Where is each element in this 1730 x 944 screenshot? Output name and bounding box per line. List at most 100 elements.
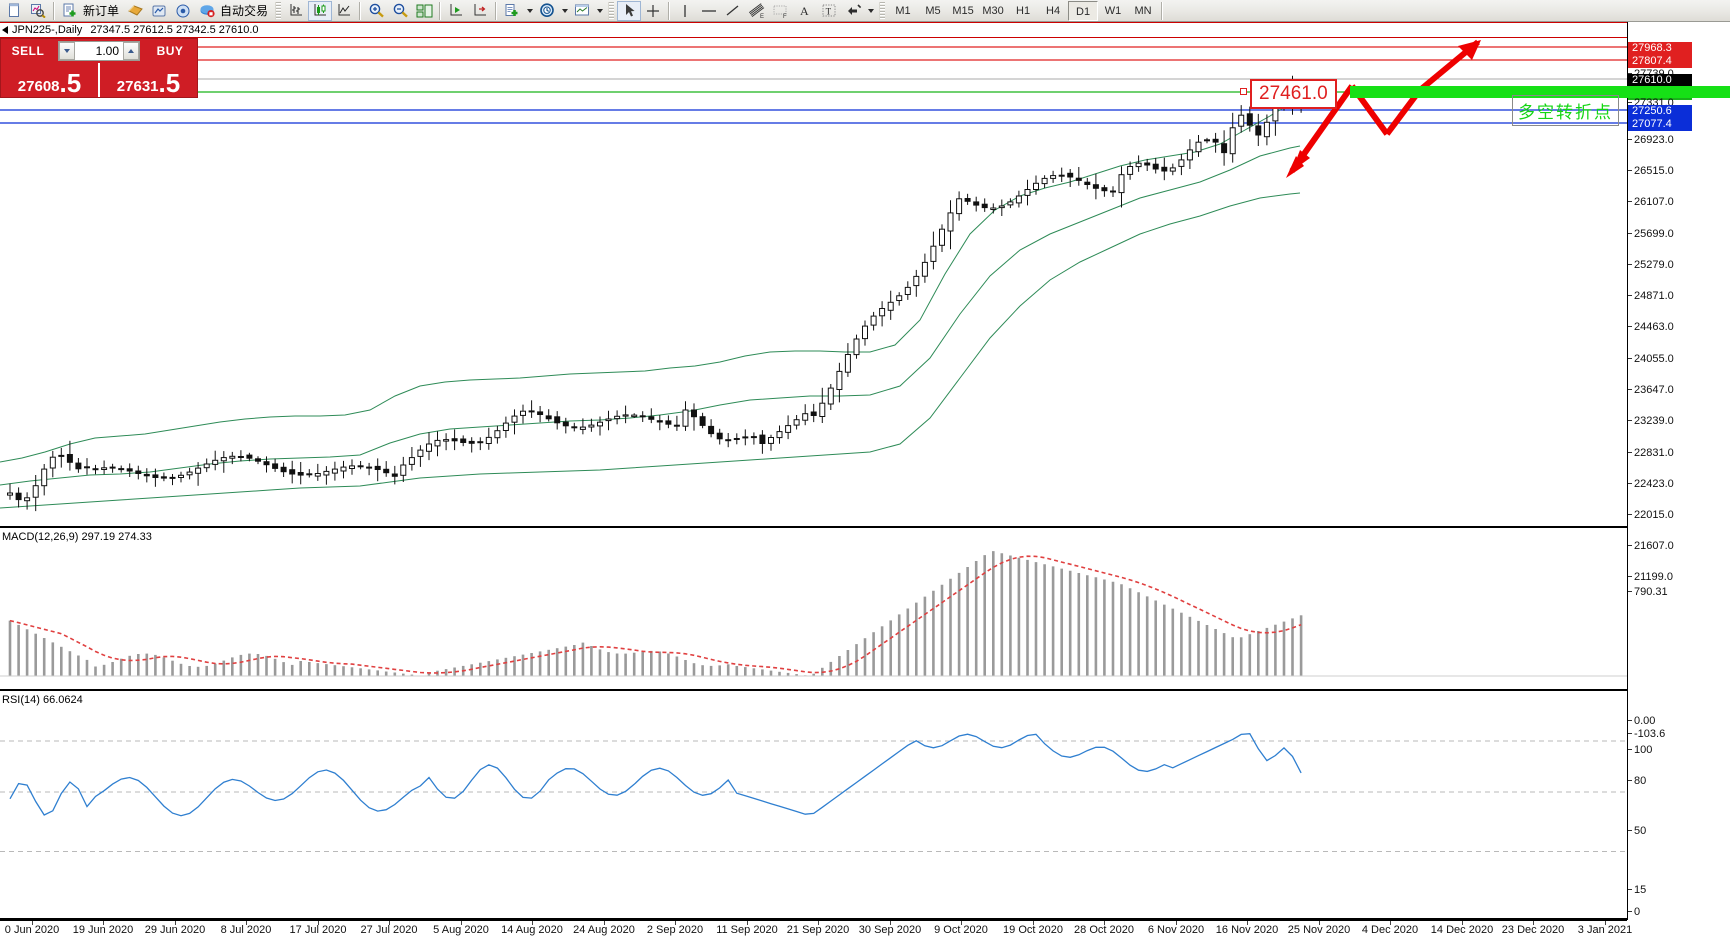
price-level-badge[interactable]: 27610.0 (1628, 74, 1692, 87)
time-scale[interactable]: 0 Jun 2020 19 Jun 2020 29 Jun 2020 8 Jul 20… (0, 920, 1632, 944)
templates-dropdown-arrow[interactable] (594, 1, 605, 21)
arrows-icon[interactable] (841, 1, 865, 21)
periods-icon[interactable] (535, 1, 559, 21)
horizontal-line-icon[interactable] (697, 1, 721, 21)
time-axis-label: 11 Sep 2020 (716, 924, 778, 936)
chart-bottom-border (0, 918, 1627, 920)
volume-increase-button[interactable] (123, 42, 139, 60)
autotrading-icon[interactable] (195, 1, 219, 21)
sell-price-fraction: .5 (59, 67, 82, 98)
timeframe-h4[interactable]: H4 (1046, 4, 1061, 17)
one-click-trading-panel[interactable]: SELL 1.00 BUY 27608 .5 27631 .5 (0, 38, 198, 98)
toolbar-separator-3 (439, 1, 442, 20)
volume-decrease-button[interactable] (59, 42, 75, 60)
time-axis-tick (818, 921, 819, 925)
timeframe-m30[interactable]: M30 (982, 4, 1004, 17)
sell-button[interactable]: 27608 .5 (1, 63, 98, 97)
price-pane[interactable]: 27461.0 多空转折点 (0, 38, 1730, 523)
time-axis-label: 21 Sep 2020 (786, 924, 850, 936)
rsi-label: RSI(14) 66.0624 (2, 694, 83, 706)
price-axis-tick: 15 (1628, 884, 1646, 896)
cursor-icon[interactable] (617, 0, 642, 21)
timeframe-d1[interactable]: D1 (1068, 0, 1099, 21)
price-level-badge[interactable]: 27077.4 (1628, 118, 1692, 131)
candlestick-chart-icon[interactable] (308, 0, 333, 21)
autotrading-label[interactable]: 自动交易 (220, 3, 269, 18)
crosshair-icon[interactable] (641, 1, 665, 21)
time-axis-tick (175, 921, 176, 925)
zoom-in-icon[interactable] (364, 1, 388, 21)
main-toolbar: 新订单 自动交易 (0, 0, 1730, 22)
indicators-dropdown-arrow[interactable] (524, 1, 535, 21)
fibonacci-icon[interactable]: E (745, 1, 769, 21)
macd-pane[interactable]: MACD(12,26,9) 297.19 274.33 (0, 530, 1627, 688)
timeframe-m1[interactable]: M1 (895, 4, 911, 17)
bar-chart-icon[interactable] (284, 1, 308, 21)
zoom-out-icon[interactable] (388, 1, 412, 21)
text-box-icon[interactable]: T (817, 1, 841, 21)
timeframe-m15[interactable]: M15 (952, 4, 974, 17)
vertical-line-icon[interactable] (673, 1, 697, 21)
volume-value[interactable]: 1.00 (95, 44, 119, 58)
line-chart-icon[interactable] (332, 1, 356, 21)
time-axis-tick (1390, 921, 1391, 925)
tile-windows-icon[interactable] (412, 1, 436, 21)
chart-canvas[interactable]: 27461.0 多空转折点 MACD(12,26,9) 297.19 (0, 38, 1730, 920)
price-axis-tick: 23647.0 (1628, 384, 1674, 396)
shift-end-icon[interactable] (444, 1, 468, 21)
text-icon[interactable]: A (793, 1, 817, 21)
templates-icon[interactable] (570, 1, 594, 21)
price-axis-tick: 0 (1628, 906, 1640, 918)
volume-stepper[interactable]: 1.00 (58, 41, 140, 61)
timeframe-w1[interactable]: W1 (1104, 4, 1122, 17)
time-axis-tick (1605, 921, 1606, 925)
chart-shift-icon[interactable] (468, 1, 492, 21)
timeframe-mn[interactable]: MN (1134, 4, 1152, 17)
price-level-badge[interactable]: 27250.6 (1628, 105, 1692, 118)
text-label-icon[interactable]: F (769, 1, 793, 21)
time-axis-label: 25 Nov 2020 (1287, 924, 1351, 936)
navigator-icon[interactable] (171, 1, 195, 21)
new-order-icon[interactable] (58, 1, 82, 21)
new-order-label[interactable]: 新订单 (83, 3, 120, 18)
periods-dropdown-arrow[interactable] (559, 1, 570, 21)
price-axis-tick: -103.6 (1628, 728, 1665, 740)
new-chart-icon[interactable] (2, 1, 26, 21)
timeframe-m5[interactable]: M5 (925, 4, 941, 17)
toolbar-grip-3[interactable] (879, 1, 886, 20)
annotation-box[interactable]: 多空转折点 (1512, 95, 1619, 126)
price-axis-tick: 25279.0 (1628, 259, 1674, 271)
price-axis-tick: 80 (1628, 775, 1646, 787)
time-axis-label: 16 Nov 2020 (1215, 924, 1279, 936)
buy-label[interactable]: BUY (156, 44, 184, 58)
price-level-badge[interactable]: 27968.3 (1628, 42, 1692, 55)
toolbar-grip-2[interactable] (608, 1, 615, 20)
time-axis-label: 28 Oct 2020 (1074, 924, 1134, 936)
price-callout-label[interactable]: 27461.0 (1250, 79, 1337, 109)
arrows-dropdown-arrow[interactable] (865, 1, 876, 21)
time-axis-label: 14 Aug 2020 (501, 924, 563, 936)
price-scale[interactable]: 27968.327807.427739.027610.027461.027331… (1627, 22, 1730, 920)
symbol-name: JPN225-,Daily (12, 24, 83, 36)
expert-advisor-icon[interactable] (123, 1, 147, 21)
sell-price-main: 27608 (17, 78, 60, 95)
time-axis-tick (1176, 921, 1177, 925)
data-window-icon[interactable] (147, 1, 171, 21)
macd-pane-divider (0, 526, 1627, 528)
buy-button[interactable]: 27631 .5 (98, 63, 197, 97)
time-axis-tick (747, 921, 748, 925)
time-axis-tick (675, 921, 676, 925)
sell-label[interactable]: SELL (11, 44, 45, 58)
price-axis-tick: 100 (1628, 744, 1652, 756)
buy-price-fraction: .5 (158, 67, 181, 98)
indicators-icon[interactable] (500, 1, 524, 21)
trendline-icon[interactable] (721, 1, 745, 21)
rsi-pane[interactable]: RSI(14) 66.0624 (0, 693, 1627, 888)
price-level-badge[interactable]: 27807.4 (1628, 55, 1692, 68)
toolbar-grip[interactable] (275, 1, 282, 20)
timeframe-h1[interactable]: H1 (1016, 4, 1031, 17)
chart-expand-icon[interactable] (2, 26, 8, 34)
price-axis-tick: 22015.0 (1628, 509, 1674, 521)
price-axis-tick: 25699.0 (1628, 228, 1674, 240)
market-watch-icon[interactable] (26, 1, 50, 21)
